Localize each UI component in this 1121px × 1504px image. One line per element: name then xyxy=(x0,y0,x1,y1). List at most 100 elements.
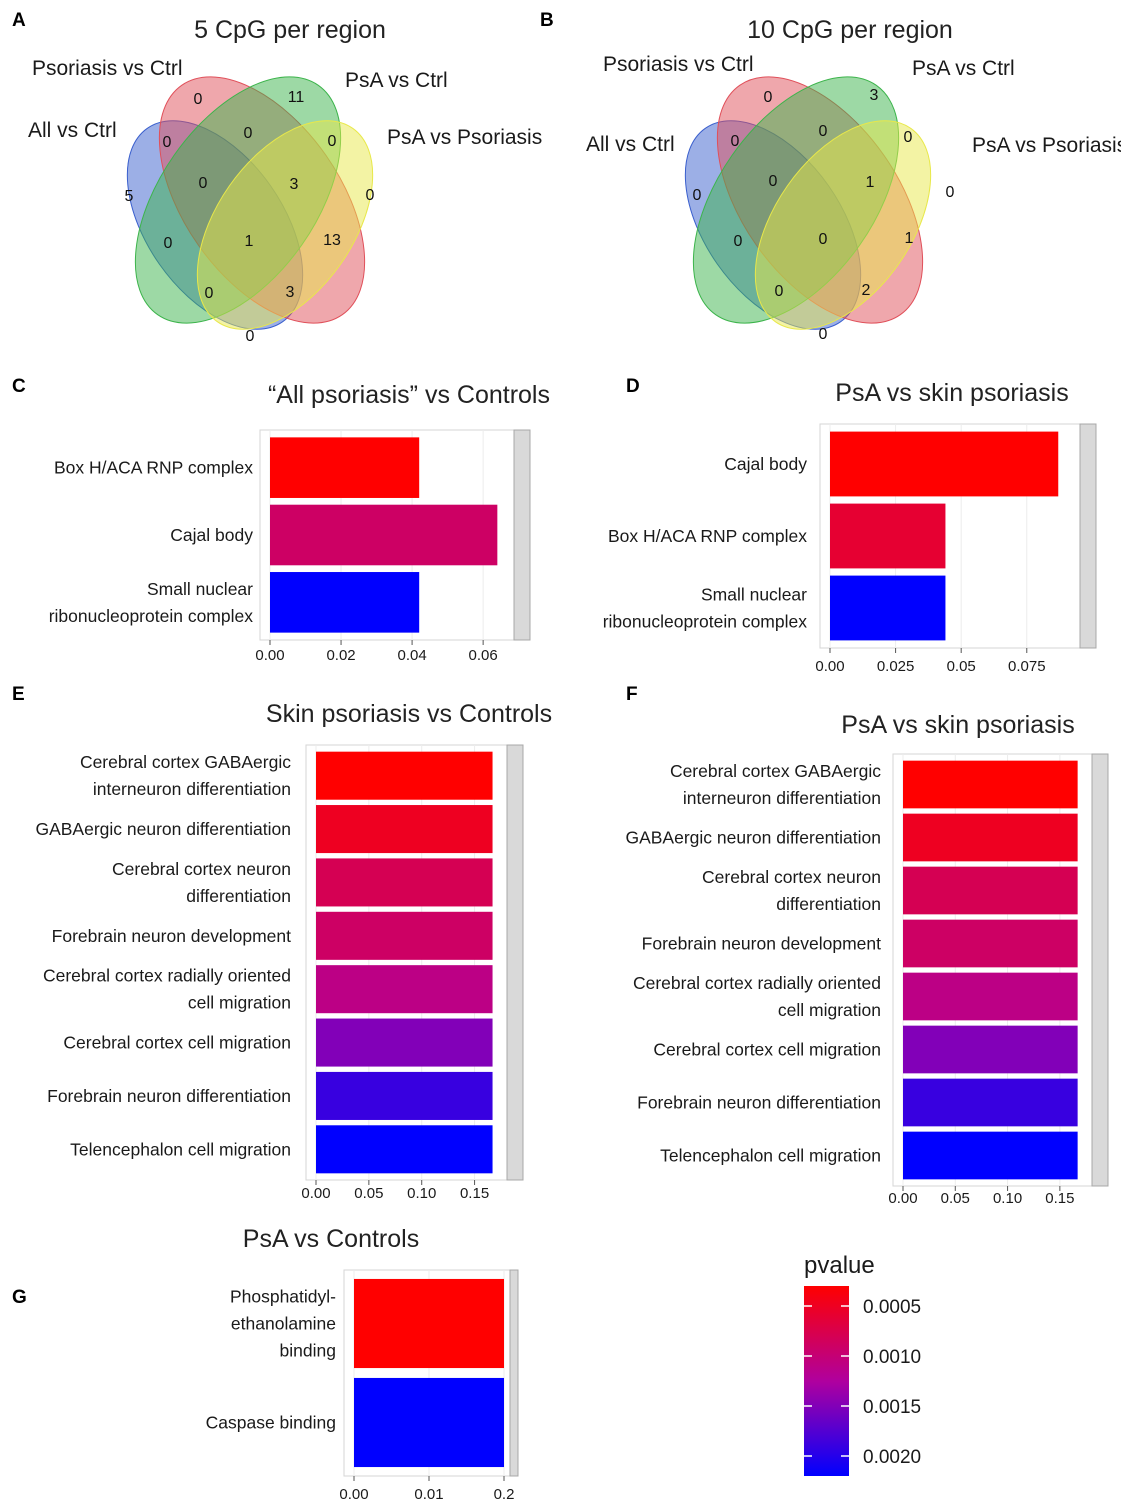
venn-b-count: 3 xyxy=(870,87,879,104)
venn-a-set-label-1: All vs Ctrl xyxy=(28,119,117,142)
legend-colorbar xyxy=(804,1286,849,1476)
bar-e-plot: Cerebral cortex GABAergic interneuron dif… xyxy=(35,744,524,1202)
panel-b: B 10 CpG per region Psoriasis vs Ctrl Ps… xyxy=(540,10,1121,343)
panel-d: D PsA vs skin psoriasis Cajal body Box H/… xyxy=(603,376,1097,675)
bar-d-category-label: Box H/ACA RNP complex xyxy=(608,526,807,546)
venn-b-count: 0 xyxy=(734,233,743,250)
bar-g-title: PsA vs Controls xyxy=(243,1225,419,1253)
bar-c-plot: Box H/ACA RNP complex Cajal body Small nuc… xyxy=(49,429,531,664)
bar-g-tick-label: 0.2 xyxy=(494,1486,515,1503)
bar-f-bar xyxy=(903,1078,1078,1127)
bar-g-category-label: Phosphatidyl-ethanolamine binding xyxy=(230,1287,336,1361)
venn-a-count: 0 xyxy=(366,187,375,204)
bar-c-category-label: Small nuclear ribonucleoprotein complex xyxy=(49,579,254,626)
bar-e-bar xyxy=(316,1018,493,1067)
bar-d-bar xyxy=(830,575,946,641)
bar-d-facet-strip xyxy=(1079,423,1097,649)
bar-e-bar xyxy=(316,1125,493,1174)
legend-tick-label: 0.0005 xyxy=(863,1297,921,1318)
bar-f-category-label: Forebrain neuron differentiation xyxy=(637,1093,881,1113)
panel-label-c: C xyxy=(12,376,26,397)
legend-tick-label: 0.0015 xyxy=(863,1397,921,1418)
venn-a-count: 0 xyxy=(194,91,203,108)
bar-f-tick-label: 0.10 xyxy=(993,1190,1022,1207)
venn-a-counts: 5 0 11 0 0 0 0 0 0 3 0 1 13 3 0 xyxy=(125,89,375,345)
venn-b-count: 0 xyxy=(693,187,702,204)
bar-e-category-label: Telencephalon cell migration xyxy=(70,1139,291,1159)
venn-a-set-label-3: PsA vs Ctrl xyxy=(345,69,448,92)
venn-b-count: 0 xyxy=(764,89,773,106)
bar-e-tick-label: 0.10 xyxy=(407,1185,436,1202)
venn-b-count: 0 xyxy=(819,123,828,140)
bar-c-category-label: Cajal body xyxy=(170,525,253,545)
bar-e-category-label: Cerebral cortex cell migration xyxy=(63,1033,291,1053)
bar-c-bar xyxy=(270,504,498,566)
venn-b-count: 1 xyxy=(905,230,914,247)
venn-a-count: 0 xyxy=(244,125,253,142)
bar-e-bar xyxy=(316,1071,493,1120)
panel-label-a: A xyxy=(12,10,26,31)
bar-e-category-label: Forebrain neuron development xyxy=(52,926,291,946)
panel-a: A 5 CpG per region Psoriasis vs Ctrl PsA… xyxy=(12,10,542,345)
bar-g-bar xyxy=(354,1377,504,1468)
venn-a-set-4 xyxy=(196,120,374,330)
venn-b-count: 0 xyxy=(946,184,955,201)
legend-title: pvalue xyxy=(804,1252,875,1279)
bar-d-category-label: Small nuclear ribonucleoprotein complex xyxy=(603,585,808,632)
legend-tick-label: 0.0010 xyxy=(863,1347,921,1368)
venn-a-count: 5 xyxy=(125,188,134,205)
venn-b-set-4 xyxy=(754,120,932,330)
venn-b-set-label-4: PsA vs Psoriasis xyxy=(972,134,1121,157)
venn-a-set-label-4: PsA vs Psoriasis xyxy=(387,126,542,149)
venn-b-counts: 0 0 3 0 0 0 0 0 0 1 0 0 1 2 0 xyxy=(693,87,955,343)
bar-d-tick-label: 0.05 xyxy=(947,658,976,675)
venn-a-count: 0 xyxy=(199,175,208,192)
bar-c-bar xyxy=(270,437,420,498)
bar-e-tick-label: 0.00 xyxy=(301,1185,330,1202)
bar-e-bar xyxy=(316,911,493,960)
bar-f-bar xyxy=(903,813,1078,862)
bar-f-category-label: Cerebral cortex radially oriented cell mi… xyxy=(633,973,881,1020)
bar-e-bar xyxy=(316,858,493,907)
bar-e-category-label: Forebrain neuron differentiation xyxy=(47,1086,291,1106)
panel-g: G PsA vs Controls Phosphatidyl-ethanolam… xyxy=(12,1225,519,1503)
venn-a-count: 1 xyxy=(245,233,254,250)
panel-label-e: E xyxy=(12,684,25,705)
venn-b-count: 0 xyxy=(775,283,784,300)
bar-f-bar xyxy=(903,866,1078,915)
panel-e: E Skin psoriasis vs Controls Cerebral co… xyxy=(12,684,552,1202)
bar-g-tick-label: 0.00 xyxy=(339,1486,368,1503)
venn-a-count: 0 xyxy=(246,328,255,345)
venn-b-set-label-1: All vs Ctrl xyxy=(586,133,675,156)
bar-c-tick-label: 0.00 xyxy=(255,647,284,664)
pvalue-legend: pvalue 0.0005 0.0010 0.0015 0.0020 xyxy=(804,1252,921,1476)
bar-f-category-label: Cerebral cortex cell migration xyxy=(653,1040,881,1060)
bar-d-bar xyxy=(830,503,946,569)
venn-b-set-label-2: Psoriasis vs Ctrl xyxy=(603,53,754,76)
bar-f-category-label: GABAergic neuron differentiation xyxy=(625,828,881,848)
venn-a-count: 11 xyxy=(288,89,305,106)
bar-f-category-label: Cerebral cortex GABAergic interneuron dif… xyxy=(670,761,881,808)
bar-f-bar xyxy=(903,1131,1078,1180)
legend-tick-label: 0.0020 xyxy=(863,1447,921,1468)
venn-b-count: 1 xyxy=(866,174,875,191)
bar-e-tick-label: 0.15 xyxy=(460,1185,489,1202)
panel-label-f: F xyxy=(626,684,638,705)
bar-d-tick-label: 0.025 xyxy=(877,658,915,675)
bar-e-title: Skin psoriasis vs Controls xyxy=(266,700,552,728)
venn-a-count: 0 xyxy=(164,235,173,252)
bar-c-tick-label: 0.06 xyxy=(469,647,498,664)
bar-e-tick-label: 0.05 xyxy=(354,1185,383,1202)
panel-label-d: D xyxy=(626,376,640,397)
venn-b-count: 0 xyxy=(904,129,913,146)
bar-c-bar xyxy=(270,572,420,633)
bar-c-facet-strip xyxy=(513,429,531,641)
bar-f-bar xyxy=(903,760,1078,809)
bar-f-tick-label: 0.00 xyxy=(888,1190,917,1207)
bar-g-facet-strip xyxy=(509,1269,519,1477)
bar-e-facet-strip xyxy=(506,744,524,1181)
bar-f-category-label: Cerebral cortex neuron differentiation xyxy=(702,867,881,914)
venn-a-count: 0 xyxy=(163,134,172,151)
panel-label-b: B xyxy=(540,10,554,31)
